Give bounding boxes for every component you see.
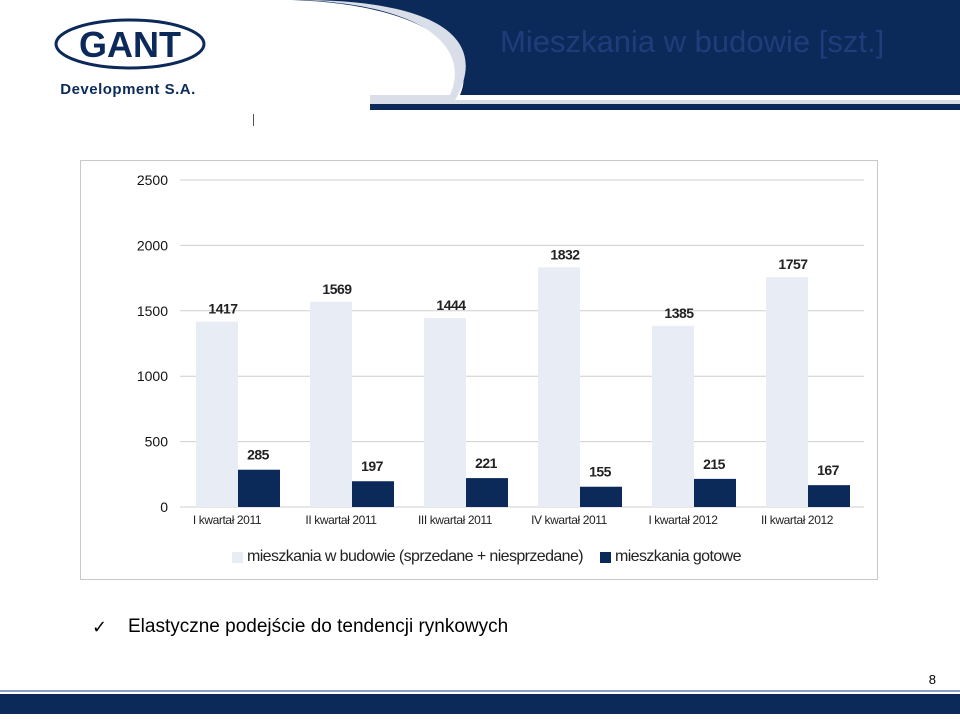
data-label-under-construction: 1832 [550, 246, 580, 262]
bar-ready [580, 486, 622, 507]
data-label-under-construction: 1569 [322, 281, 352, 297]
y-tick-label: 0 [160, 499, 168, 515]
bar-under-construction [652, 325, 694, 507]
data-label-under-construction: 1417 [208, 301, 238, 317]
data-label-ready: 221 [475, 455, 498, 471]
data-label-ready: 197 [361, 458, 384, 474]
bar-ready [694, 478, 736, 507]
footer-line [0, 690, 960, 692]
bar-under-construction [538, 267, 580, 507]
data-label-ready: 215 [703, 456, 726, 472]
y-tick-label: 1000 [137, 368, 168, 384]
y-tick-label: 2500 [137, 172, 168, 188]
data-label-ready: 285 [247, 447, 270, 463]
bar-ready [808, 485, 850, 507]
logo-sub-text: Development S.A. [60, 81, 196, 98]
y-tick-label: 2000 [137, 237, 168, 253]
header-underline [370, 104, 960, 110]
legend-item-ready: mieszkania gotowe [600, 548, 741, 566]
bar-ready [238, 469, 280, 507]
data-label-ready: 155 [589, 464, 612, 480]
page-title: Mieszkania w budowie [szt.] [500, 24, 885, 59]
bar-ready [466, 478, 508, 507]
bullet-point: ✓ Elastyczne podejście do tendencji rynk… [92, 616, 508, 638]
legend-item-under-construction: mieszkania w budowie (sprzedane + niespr… [232, 548, 584, 566]
bar-under-construction [766, 277, 808, 507]
header: GANT Development S.A. Mieszkania w budow… [0, 0, 960, 110]
page-number: 8 [928, 672, 936, 687]
legend-swatch-under-construction [232, 551, 243, 563]
check-icon: ✓ [92, 616, 108, 638]
legend-label-ready: mieszkania gotowe [615, 548, 741, 565]
divider [253, 114, 254, 126]
x-tick-label: II kwartał 2011 [305, 513, 377, 527]
logo-ellipse-icon [54, 18, 206, 70]
chart-legend: mieszkania w budowie (sprzedane + niespr… [0, 548, 960, 572]
data-label-under-construction: 1444 [436, 297, 466, 313]
y-tick-label: 1500 [137, 303, 168, 319]
logo: GANT Development S.A. [40, 18, 250, 98]
x-tick-label: IV kwartał 2011 [531, 513, 608, 527]
bar-ready [352, 481, 394, 507]
x-tick-label: III kwartał 2011 [418, 513, 493, 527]
legend-swatch-ready [600, 551, 611, 563]
bar-under-construction [424, 318, 466, 507]
header-background [250, 0, 960, 110]
bar-under-construction [196, 321, 238, 507]
x-tick-label: I kwartał 2011 [193, 513, 262, 527]
footer [0, 690, 960, 720]
bullet-text: Elastyczne podejście do tendencji rynkow… [128, 616, 509, 637]
data-label-under-construction: 1757 [778, 256, 808, 272]
x-tick-label: I kwartał 2012 [648, 513, 718, 527]
logo-main-text: GANT [79, 24, 181, 65]
y-tick-label: 500 [145, 434, 169, 450]
data-label-under-construction: 1385 [664, 305, 694, 321]
data-label-ready: 167 [817, 462, 840, 478]
bar-under-construction [310, 301, 352, 507]
footer-band [0, 694, 960, 714]
legend-label-under-construction: mieszkania w budowie (sprzedane + niespr… [247, 548, 584, 565]
x-tick-label: II kwartał 2012 [761, 513, 834, 527]
